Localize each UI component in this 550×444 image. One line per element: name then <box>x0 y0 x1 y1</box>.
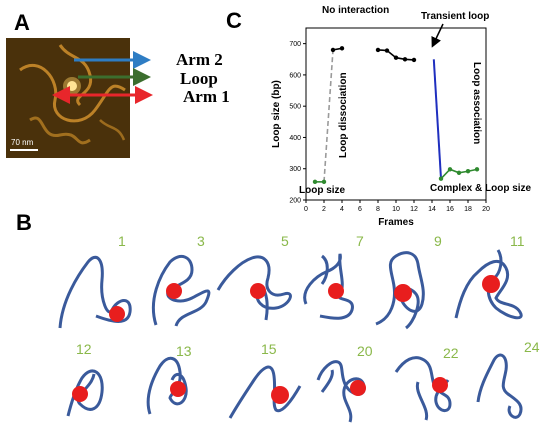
y-tick-label: 700 <box>289 41 301 48</box>
frame-label: 13 <box>176 343 192 359</box>
x-tick-label: 18 <box>464 206 472 213</box>
y-axis-title: Loop size (bp) <box>271 80 282 148</box>
annotation-complex-loop-size: Complex & Loop size <box>430 183 532 194</box>
dna-frame-24: 24 <box>476 339 540 419</box>
dna-frame-13: 13 <box>146 343 192 415</box>
series-2-point <box>393 55 399 60</box>
series-3-point <box>474 167 480 172</box>
panel-c-letter: C <box>226 8 242 33</box>
frame-label: 7 <box>356 233 364 249</box>
frame-label: 12 <box>76 341 92 357</box>
series-3-point <box>447 167 453 172</box>
x-tick-label: 10 <box>392 206 400 213</box>
loop-size-chart: 0 2 4 6 8 10 12 14 16 18 20 200 300 400 500 600 700 Frame… <box>271 27 490 228</box>
transient-loop-arrow <box>431 23 444 48</box>
dna-frame-5: 5 <box>216 233 292 321</box>
dna-frame-22: 22 <box>394 345 459 421</box>
frame-label: 22 <box>443 345 459 361</box>
annotation-transient-loop: Transient loop <box>421 11 489 22</box>
series-2-point <box>411 57 417 63</box>
series-0-point <box>321 179 327 185</box>
y-tick-label: 200 <box>289 198 301 205</box>
x-tick-label: 2 <box>322 206 326 213</box>
dna-frame-11: 11 <box>454 233 525 320</box>
series-3-point <box>456 170 462 175</box>
annotation-loop-association: Loop association <box>471 62 482 144</box>
dissociation-line <box>323 49 334 182</box>
dna-frame-15: 15 <box>228 341 302 419</box>
frame-label: 24 <box>524 339 540 355</box>
frame-label: 11 <box>510 233 525 249</box>
series-2-point <box>384 48 390 53</box>
x-tick-label: 20 <box>482 206 490 213</box>
x-tick-label: 6 <box>358 206 362 213</box>
scale-bar-label: 70 nm <box>11 138 34 147</box>
frame-label: 1 <box>118 233 126 249</box>
dna-frame-12: 12 <box>66 341 104 417</box>
series-3-point <box>465 169 471 174</box>
y-tick-label: 500 <box>289 104 301 111</box>
x-tick-label: 0 <box>304 206 308 213</box>
arm2-label: Arm 2 <box>176 50 223 69</box>
series-3-point <box>438 176 444 181</box>
x-tick-label: 14 <box>428 206 436 213</box>
frame-label: 5 <box>281 233 289 249</box>
series-2-point <box>375 47 381 53</box>
association-line <box>432 59 442 179</box>
frame-label: 20 <box>357 343 373 359</box>
x-tick-label: 16 <box>446 206 454 213</box>
series-1-point <box>330 47 336 53</box>
series-1-point <box>339 46 345 51</box>
frame-label: 15 <box>261 341 277 357</box>
x-tick-label: 4 <box>340 206 344 213</box>
dna-frame-1: 1 <box>58 233 132 329</box>
annotation-no-interaction: No interaction <box>322 5 389 16</box>
arm1-label: Arm 1 <box>183 87 230 106</box>
x-tick-label: 12 <box>410 206 418 213</box>
panel-b-letter: B <box>16 210 32 235</box>
dna-frame-3: 3 <box>151 233 211 327</box>
y-tick-label: 600 <box>289 72 301 79</box>
dna-frame-7: 7 <box>303 233 364 320</box>
annotation-loop-size: Loop size <box>299 185 346 196</box>
frame-label: 3 <box>197 233 205 249</box>
x-tick-label: 8 <box>376 206 380 213</box>
annotation-loop-dissociation: Loop dissociation <box>338 72 349 158</box>
panel-a-letter: A <box>14 10 30 35</box>
frame-label: 9 <box>434 233 442 249</box>
loop-label: Loop <box>180 69 218 88</box>
dna-frame-9: 9 <box>375 233 442 330</box>
afm-image: 70 nm <box>6 38 130 158</box>
series-0-point <box>312 179 318 185</box>
series-2-point <box>402 57 408 62</box>
y-tick-label: 400 <box>289 135 301 142</box>
y-tick-label: 300 <box>289 166 301 173</box>
x-axis-title: Frames <box>378 217 414 228</box>
dna-frame-20: 20 <box>316 343 373 423</box>
